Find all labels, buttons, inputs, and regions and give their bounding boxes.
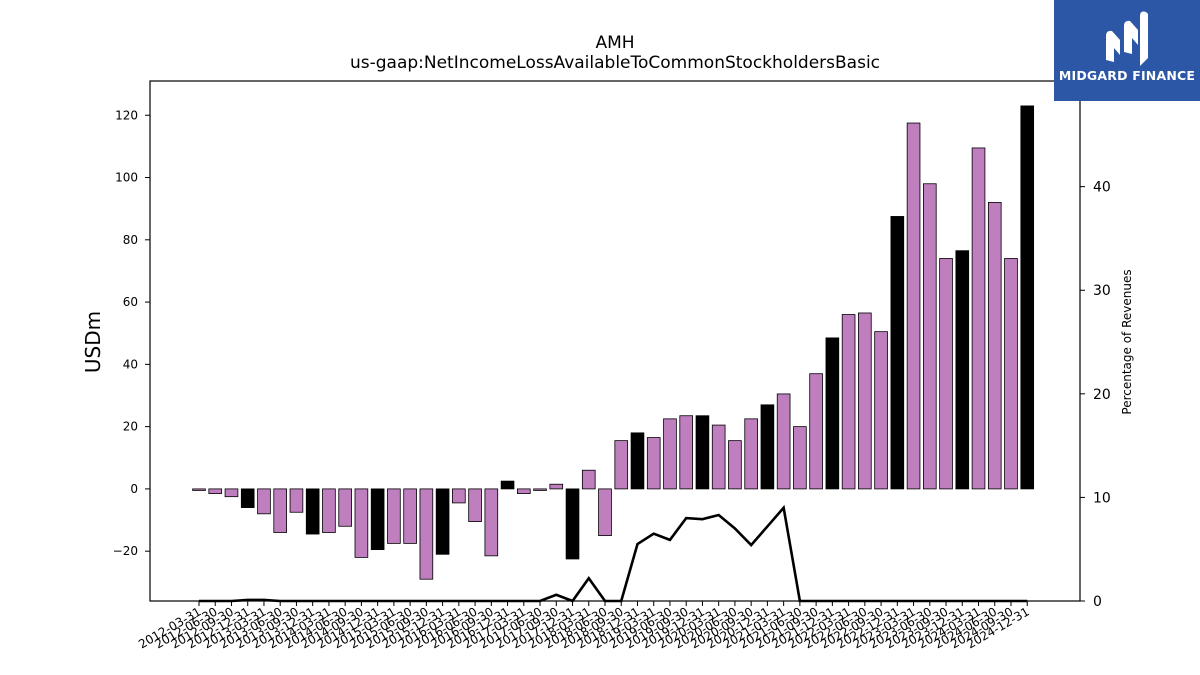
bar-2022-03-31 [841, 314, 856, 490]
bar-2024-06-30 [987, 202, 1002, 490]
y-tick-label: −20 [113, 544, 138, 558]
y-tick-label: 60 [123, 295, 138, 309]
bar-2014-03-31 [322, 488, 336, 533]
bar-2015-06-30 [403, 488, 417, 544]
bar-2014-12-31 [370, 488, 385, 551]
bar-2023-03-31 [906, 122, 921, 490]
y2-axis-label: Percentage of Revenues [1120, 269, 1134, 414]
bar-2021-12-31 [825, 337, 840, 490]
bar-2016-03-31 [452, 488, 466, 504]
bar-2016-09-30 [484, 488, 499, 557]
bar-2022-06-30 [858, 312, 872, 490]
bar-2014-06-30 [338, 488, 352, 527]
bar-2018-09-30 [614, 440, 629, 490]
y-axis-label: USDm [81, 311, 105, 373]
bar-2012-06-30 [208, 488, 223, 494]
bar-2019-03-31 [646, 437, 661, 490]
bar-2017-06-30 [533, 488, 547, 491]
y-tick-label: 80 [123, 233, 138, 247]
y-tick-label: 0 [130, 482, 138, 496]
y2-tick-label: 30 [1093, 283, 1111, 299]
y-tick-label: 20 [123, 420, 138, 434]
bar-2023-06-30 [923, 183, 937, 490]
chart-subtitle: us-gaap:NetIncomeLossAvailableToCommonSt… [349, 53, 881, 73]
bar-2015-12-31 [435, 488, 450, 555]
bar-2020-06-30 [728, 440, 742, 490]
y2-tick-label: 0 [1093, 594, 1102, 610]
y2-tick-label: 20 [1093, 387, 1111, 403]
bar-2024-03-31 [971, 147, 986, 490]
bar-2013-06-30 [273, 488, 287, 533]
bar-2018-12-31 [630, 432, 645, 490]
bar-2021-06-30 [793, 426, 807, 490]
bar-2015-03-31 [387, 488, 401, 544]
bar-2017-03-31 [517, 488, 531, 494]
bar-2021-09-30 [809, 373, 823, 490]
bar-2020-09-30 [744, 418, 758, 490]
y-tick-label: 40 [123, 357, 138, 371]
bar-2022-09-30 [874, 331, 888, 490]
plot-frame [149, 80, 1081, 602]
bar-2023-12-31 [955, 250, 970, 490]
bar-2012-03-31 [192, 488, 206, 491]
bar-2017-09-30 [549, 483, 564, 490]
bar-2016-06-30 [468, 488, 482, 522]
bar-2018-03-31 [581, 469, 596, 490]
bar-2024-12-31 [1020, 105, 1035, 490]
bar-2021-03-31 [776, 393, 791, 490]
bar-2013-09-30 [289, 488, 304, 513]
y-tick-label: 120 [115, 108, 138, 122]
bar-2013-03-31 [257, 488, 271, 515]
chart-title: AMH [595, 33, 635, 53]
bar-2013-12-31 [305, 488, 320, 535]
bar-2019-09-30 [679, 415, 693, 490]
bar-2012-09-30 [224, 488, 239, 498]
logo-text: MIDGARD FINANCE [1058, 68, 1196, 83]
midgard-logo: MIDGARD FINANCE [1054, 0, 1200, 101]
y2-tick-label: 40 [1093, 180, 1111, 196]
bar-2022-12-31 [890, 216, 905, 490]
bar-2024-09-30 [1004, 258, 1018, 490]
bar-2016-12-31 [500, 480, 515, 490]
bar-2019-12-31 [695, 415, 710, 490]
bar-2019-06-30 [663, 418, 677, 490]
bar-2018-06-30 [598, 488, 612, 537]
y2-tick-label: 10 [1093, 490, 1111, 506]
bar-2012-12-31 [240, 488, 255, 508]
y-tick-label: 100 [115, 171, 138, 185]
bar-2020-12-31 [760, 404, 775, 490]
bar-2015-09-30 [419, 488, 434, 580]
bar-2014-09-30 [354, 488, 369, 558]
bar-2023-09-30 [939, 258, 953, 490]
bar-2020-03-31 [711, 424, 726, 490]
bar-2017-12-31 [565, 488, 580, 560]
midgard-logo-icon [1106, 11, 1148, 66]
